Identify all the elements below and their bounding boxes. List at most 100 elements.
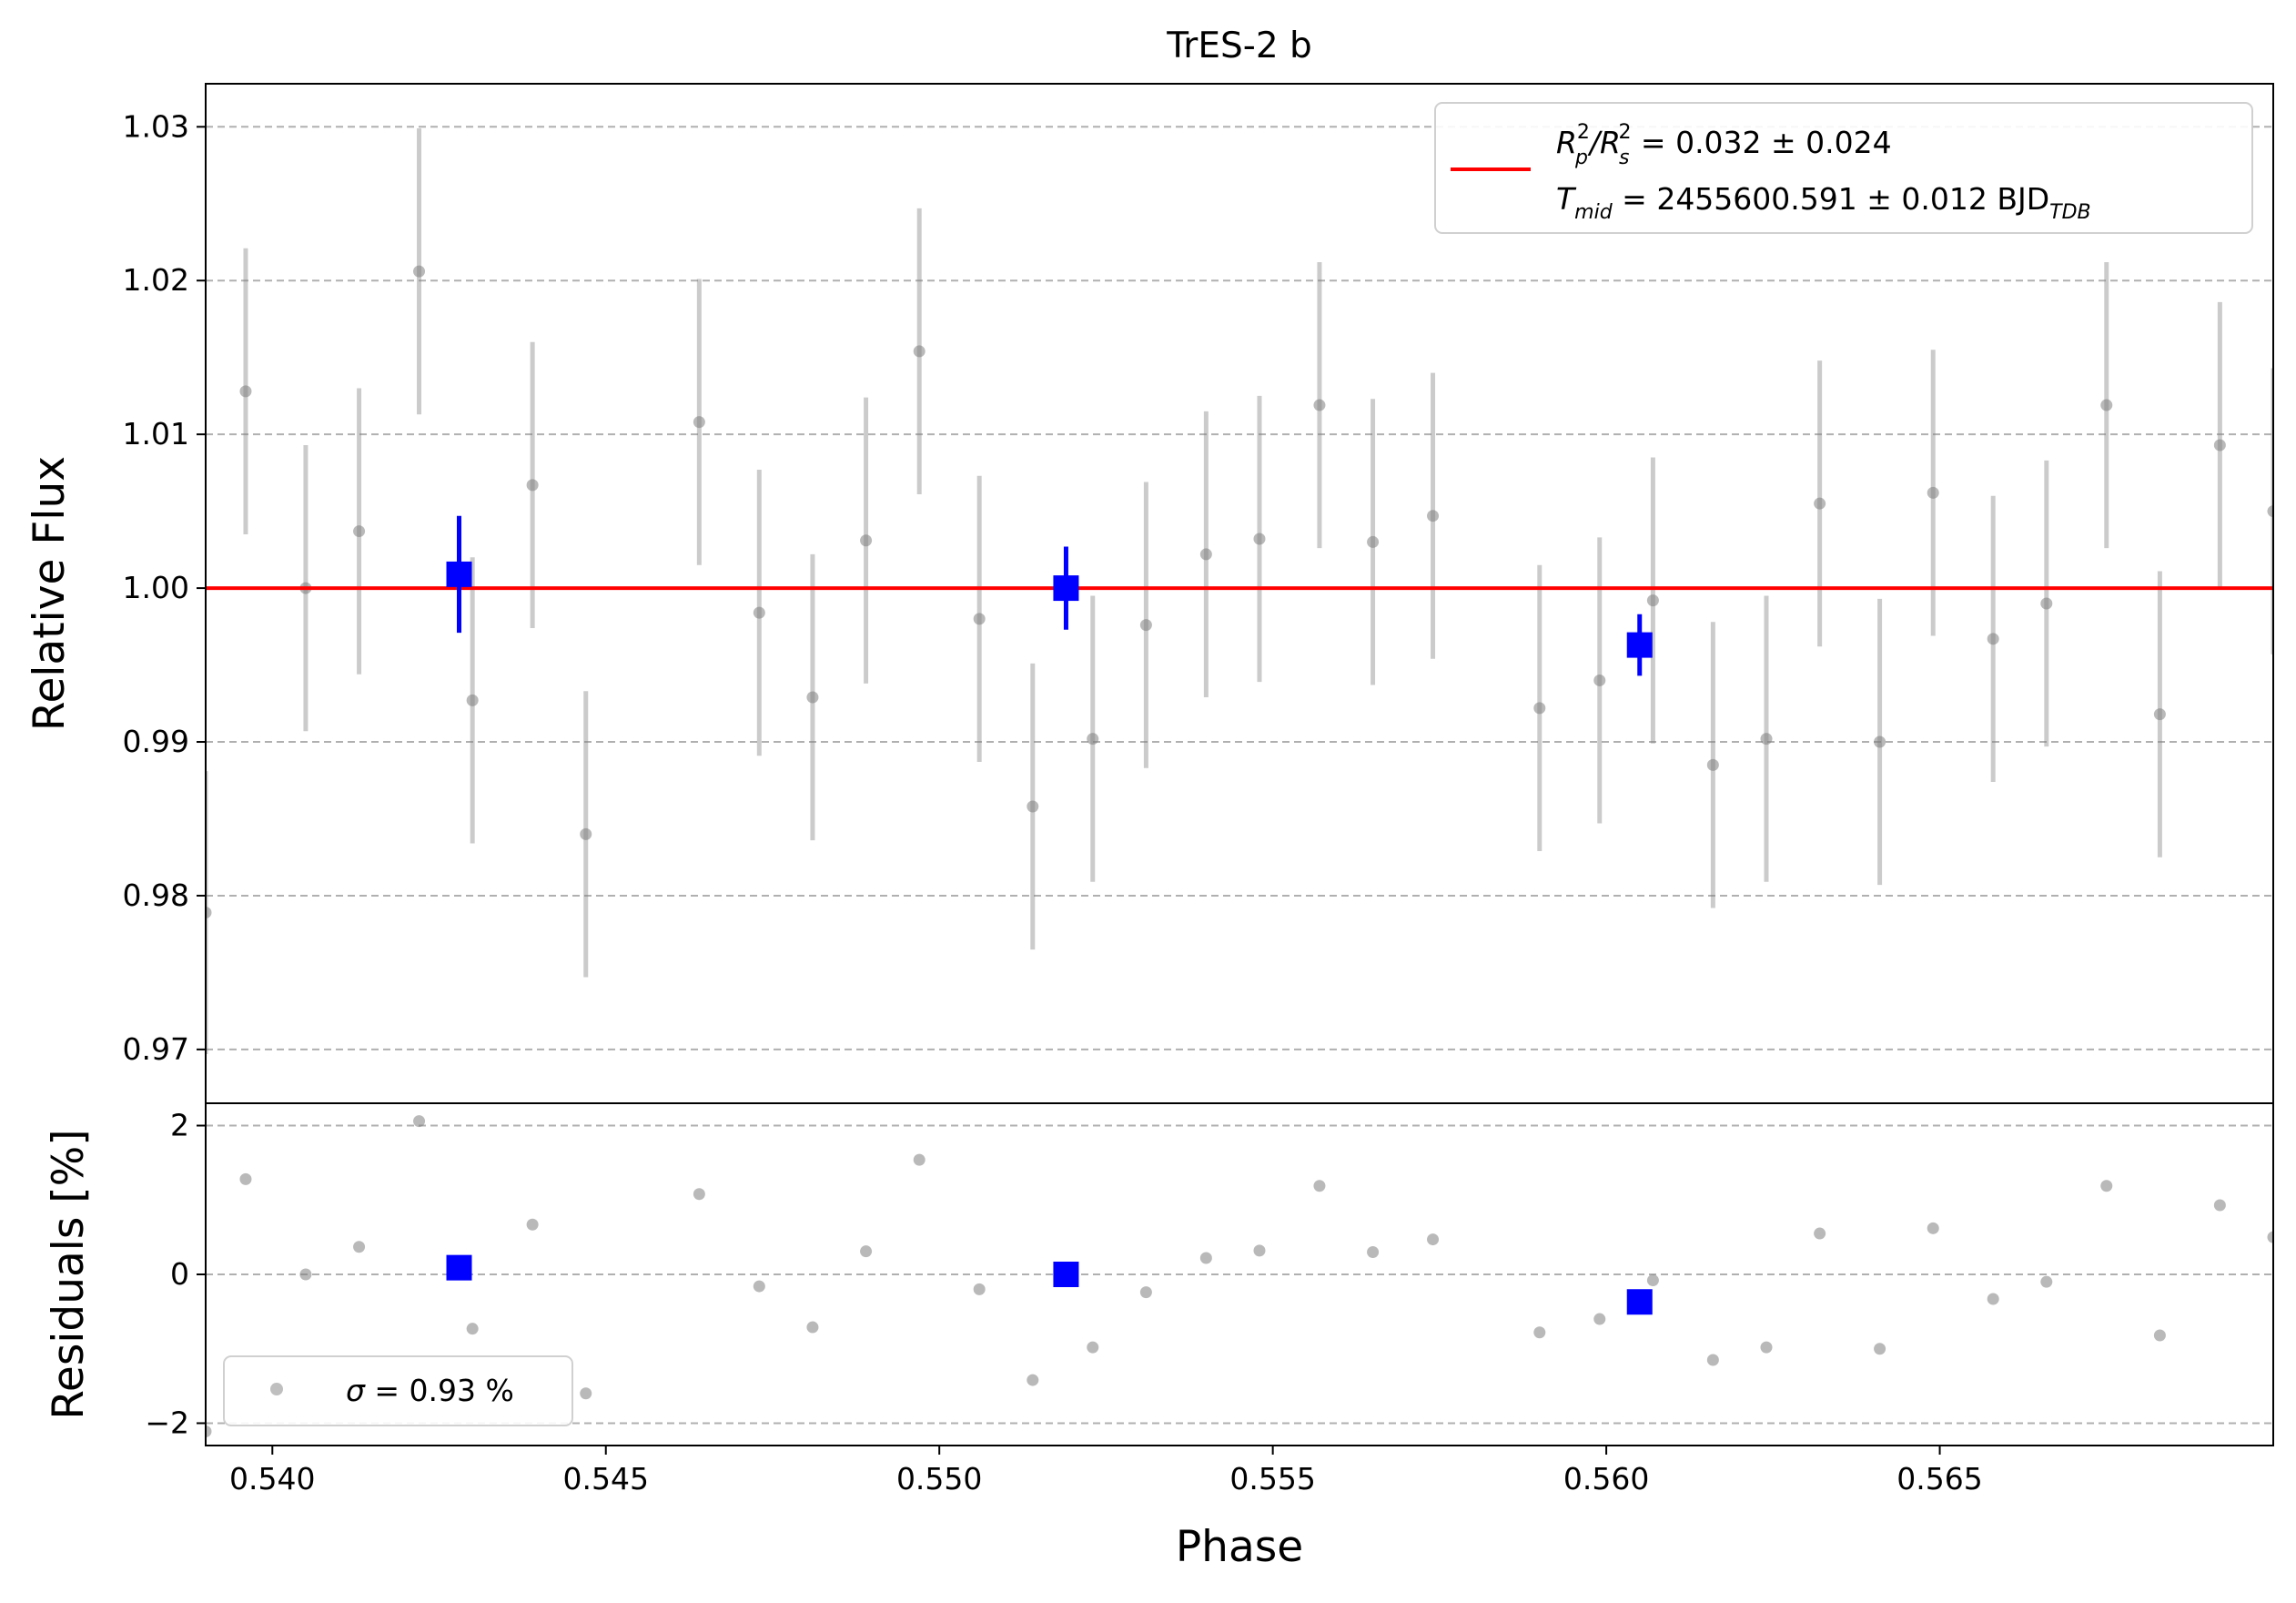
top-data-point bbox=[2153, 708, 2166, 721]
residual-point bbox=[2267, 1231, 2273, 1243]
bottom-legend-sigma-label: σ = 0.93 % bbox=[346, 1373, 514, 1408]
top-data-point bbox=[1199, 548, 1212, 561]
top-data-point bbox=[353, 525, 366, 538]
bottom-legend-box bbox=[223, 1355, 573, 1426]
top-binned-point bbox=[1626, 632, 1653, 658]
residual-point bbox=[2213, 1199, 2226, 1212]
top-y-axis-title: Relative Flux bbox=[25, 456, 75, 731]
top-data-point bbox=[1087, 733, 1099, 746]
bottom-legend-swatch bbox=[270, 1383, 283, 1395]
residual-point bbox=[1199, 1252, 1212, 1264]
top-data-point bbox=[2100, 399, 2113, 411]
bottom-y-ticks: 2 0 −2 bbox=[145, 1108, 206, 1440]
residual-point bbox=[1987, 1293, 1999, 1305]
top-legend: Rp2/Rs2 = 0.032 ± 0.024 Tmid = 2455600.5… bbox=[1434, 102, 2253, 234]
x-tick-label: 0.560 bbox=[1563, 1461, 1649, 1496]
residual-point bbox=[973, 1283, 986, 1295]
top-data-point bbox=[1927, 486, 1939, 499]
top-binned-point bbox=[1053, 575, 1079, 602]
residual-point bbox=[413, 1115, 426, 1128]
residual-point bbox=[753, 1280, 765, 1293]
top-binned-points bbox=[446, 515, 1653, 676]
top-y-tick-label: 1.01 bbox=[123, 416, 189, 451]
residual-point bbox=[1874, 1343, 1886, 1355]
top-data-point bbox=[1367, 535, 1380, 548]
bottom-y-tick-label: −2 bbox=[145, 1405, 189, 1440]
residual-point bbox=[860, 1245, 873, 1258]
top-y-tick-label: 1.00 bbox=[123, 570, 189, 605]
residual-point bbox=[1760, 1341, 1773, 1354]
residual-binned-point bbox=[1626, 1289, 1653, 1315]
residual-binned-point bbox=[446, 1254, 472, 1281]
residual-point bbox=[1646, 1274, 1659, 1287]
x-tick-label: 0.545 bbox=[562, 1461, 648, 1496]
top-data-point bbox=[1313, 399, 1326, 411]
top-data-point bbox=[913, 345, 925, 358]
bottom-data-points bbox=[206, 1115, 2273, 1437]
top-data-point bbox=[2267, 505, 2273, 518]
top-data-point bbox=[1987, 633, 1999, 645]
top-y-tick-label: 0.97 bbox=[123, 1031, 189, 1067]
x-axis-title: Phase bbox=[1176, 1522, 1303, 1572]
top-data-point bbox=[1814, 497, 1826, 510]
top-y-ticks: 0.97 0.98 0.99 1.00 1.01 1.02 1.03 bbox=[123, 108, 206, 1067]
residual-point bbox=[1706, 1354, 1719, 1366]
top-data-point bbox=[806, 691, 819, 704]
top-data-point bbox=[239, 385, 252, 398]
residual-point bbox=[1427, 1233, 1440, 1246]
residual-point bbox=[1814, 1227, 1826, 1240]
bottom-y-axis-title: Residuals [%] bbox=[44, 1129, 94, 1419]
top-y-tick-label: 0.99 bbox=[123, 724, 189, 759]
top-data-point bbox=[1874, 736, 1886, 748]
residual-point bbox=[1313, 1180, 1326, 1192]
residual-point bbox=[526, 1218, 539, 1231]
chart-title: TrES-2 b bbox=[1166, 25, 1312, 66]
bottom-legend: σ = 0.93 % bbox=[223, 1355, 573, 1426]
top-data-point bbox=[2213, 439, 2226, 451]
top-data-point bbox=[1593, 674, 1606, 686]
residual-binned-point bbox=[1053, 1262, 1079, 1287]
top-data-point bbox=[1533, 702, 1546, 715]
residuals-panel: 2 0 −2 0.540 0.545 0.550 0.555 0.560 0.565 Resi… bbox=[44, 1102, 2274, 1572]
top-data-point bbox=[1139, 619, 1152, 632]
residual-point bbox=[1087, 1341, 1099, 1354]
top-y-tick-label: 1.02 bbox=[123, 262, 189, 298]
top-data-point bbox=[1027, 800, 1039, 813]
top-plot-background bbox=[206, 84, 2273, 1103]
top-plot-area bbox=[206, 127, 2273, 1054]
residual-point bbox=[353, 1241, 366, 1253]
residual-point bbox=[806, 1321, 819, 1334]
bottom-y-tick-label: 2 bbox=[170, 1108, 189, 1143]
residual-point bbox=[1253, 1244, 1266, 1257]
residual-point bbox=[2153, 1329, 2166, 1342]
residual-point bbox=[693, 1188, 705, 1201]
top-legend-depth-label: Rp2/Rs2 = 0.032 ± 0.024 bbox=[1556, 121, 1892, 169]
top-data-point bbox=[1427, 510, 1440, 522]
top-data-point bbox=[973, 613, 986, 625]
residual-point bbox=[299, 1268, 312, 1281]
top-binned-point bbox=[446, 561, 472, 587]
top-data-point bbox=[2040, 597, 2053, 610]
top-data-point bbox=[466, 694, 479, 706]
residual-point bbox=[1139, 1286, 1152, 1299]
top-data-point bbox=[1646, 594, 1659, 607]
residual-point bbox=[1533, 1326, 1546, 1339]
top-data-point bbox=[413, 265, 426, 278]
x-tick-label: 0.565 bbox=[1896, 1461, 1982, 1496]
bottom-binned-points bbox=[446, 1254, 1653, 1315]
residual-point bbox=[206, 1425, 212, 1437]
light-curve-panel: 0.97 0.98 0.99 1.00 1.01 1.02 1.03 Relative Fl… bbox=[25, 83, 2274, 1104]
bottom-y-tick-label: 0 bbox=[170, 1256, 189, 1292]
residual-point bbox=[1027, 1374, 1039, 1386]
top-data-point bbox=[860, 534, 873, 547]
top-data-point bbox=[1253, 533, 1266, 545]
bottom-x-ticks: 0.540 0.545 0.550 0.555 0.560 0.565 bbox=[229, 1446, 1983, 1496]
x-tick-label: 0.555 bbox=[1229, 1461, 1315, 1496]
top-data-point bbox=[580, 827, 592, 840]
x-tick-label: 0.540 bbox=[229, 1461, 315, 1496]
residual-point bbox=[1593, 1313, 1606, 1325]
top-data-point bbox=[1760, 733, 1773, 746]
top-data-point bbox=[1706, 758, 1719, 771]
top-data-points bbox=[206, 265, 2273, 919]
